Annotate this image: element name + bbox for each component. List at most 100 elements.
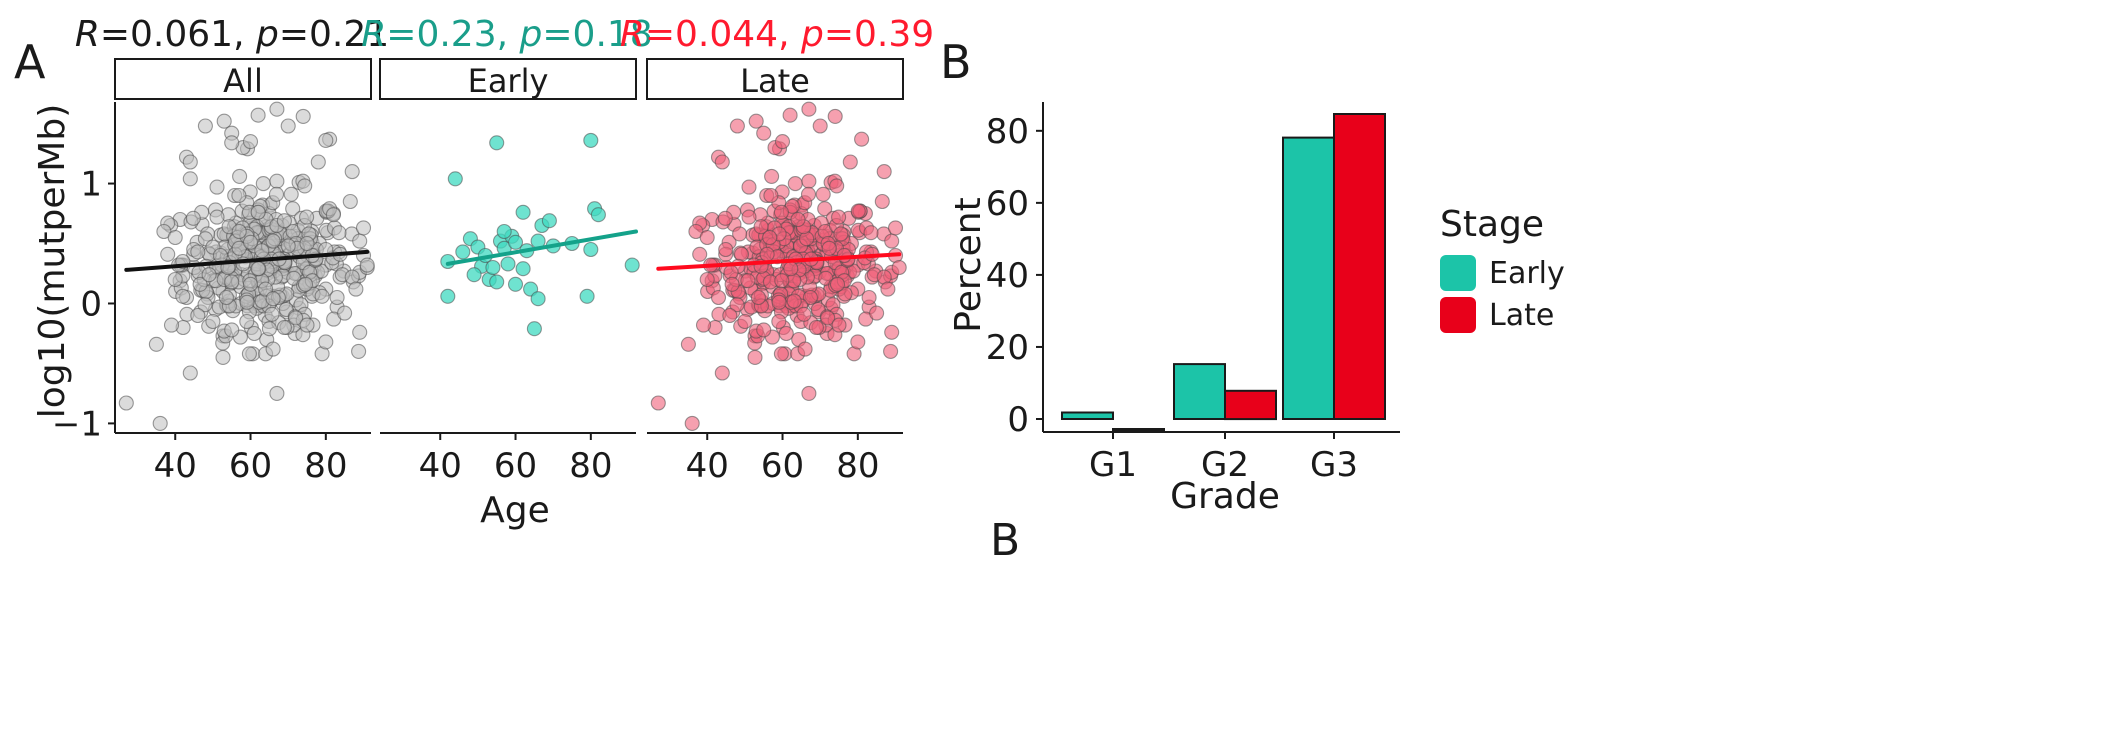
panel-b-x-tick-label: G3 xyxy=(1310,445,1358,485)
facet-title-all-p-value: =0.21 xyxy=(279,14,389,55)
early-point xyxy=(485,259,501,276)
all-point xyxy=(201,267,217,283)
all-point xyxy=(250,261,266,277)
all-point xyxy=(242,134,259,150)
early-point xyxy=(590,207,606,223)
late-point xyxy=(854,131,870,147)
late-point xyxy=(732,226,748,242)
all-point xyxy=(212,247,228,264)
late-point xyxy=(650,395,666,411)
late-point xyxy=(729,297,745,313)
early-point xyxy=(455,244,471,260)
all-point xyxy=(283,186,299,202)
all-point xyxy=(352,233,368,249)
facet-title-all: R=0.061, p=0.21 xyxy=(75,14,389,55)
late-point xyxy=(786,293,802,309)
bar-g3-early xyxy=(1282,136,1335,420)
late-point xyxy=(815,186,831,202)
all-point xyxy=(182,365,198,381)
late-point xyxy=(887,220,904,236)
late-point xyxy=(783,261,799,277)
facet-title-late: R=0.044, p=0.39 xyxy=(620,14,934,55)
facet-strip-all xyxy=(114,58,372,100)
late-point xyxy=(771,294,787,310)
panel-a-x-tick-label: 60 xyxy=(761,446,804,486)
early-point xyxy=(583,132,599,148)
all-point xyxy=(265,233,281,249)
all-point xyxy=(241,346,257,362)
late-point xyxy=(729,118,745,134)
late-point xyxy=(756,125,772,141)
late-point xyxy=(796,306,812,322)
all-point xyxy=(295,108,311,124)
late-point xyxy=(787,176,803,192)
all-point xyxy=(269,173,285,189)
panel-b-axes: 0 20 40 60 80 G1 G2 G3 xyxy=(986,102,1400,485)
all-point xyxy=(239,294,255,310)
all-point xyxy=(182,154,198,170)
all-point xyxy=(216,113,232,129)
late-point xyxy=(801,385,817,401)
late-point xyxy=(884,233,900,249)
late-point xyxy=(833,226,849,242)
early-point xyxy=(507,276,524,292)
late-point xyxy=(695,317,712,333)
all-point xyxy=(264,306,280,322)
all-point xyxy=(318,334,334,350)
facet-strip-early-label: Early xyxy=(468,62,549,100)
late-point xyxy=(774,273,790,289)
all-point xyxy=(352,324,368,340)
facet-late-plot xyxy=(650,101,907,431)
all-point xyxy=(242,276,259,292)
facet-title-all-p: p xyxy=(255,14,279,55)
all-point xyxy=(325,207,341,223)
legend-title: Stage xyxy=(1440,204,1544,245)
early-point xyxy=(447,171,463,187)
early-point xyxy=(624,257,640,273)
late-point xyxy=(790,211,806,228)
late-point xyxy=(812,118,828,134)
panel-a-x-tick-label: 80 xyxy=(569,446,612,486)
late-point xyxy=(831,317,847,333)
panel-b-y-tick-label: 20 xyxy=(986,328,1029,368)
early-point xyxy=(515,261,531,277)
panel-a-x-tick-label: 60 xyxy=(494,446,537,486)
all-point xyxy=(344,164,360,180)
all-point xyxy=(276,319,292,336)
early-point xyxy=(530,291,546,307)
all-point xyxy=(224,274,240,290)
late-point xyxy=(880,281,896,297)
panel-a-x-tick-label: 60 xyxy=(229,446,272,486)
all-point xyxy=(297,276,314,292)
all-point xyxy=(355,220,372,236)
late-point xyxy=(699,229,715,246)
all-point xyxy=(175,288,191,304)
panel-b-x-tick-label: G2 xyxy=(1201,445,1249,485)
all-point xyxy=(224,135,240,151)
facet-title-early-r: R xyxy=(361,14,386,55)
all-point xyxy=(297,178,313,194)
late-point xyxy=(778,325,794,342)
late-point xyxy=(756,322,772,338)
panel-a-x-tick-label: 80 xyxy=(836,446,879,486)
all-point xyxy=(331,225,347,241)
late-point xyxy=(874,193,890,210)
late-point xyxy=(692,246,708,262)
late-point xyxy=(714,365,730,381)
all-point xyxy=(329,289,345,306)
panel-b-y-tick-label: 80 xyxy=(986,112,1029,152)
late-point xyxy=(763,187,779,204)
late-point xyxy=(773,204,789,220)
late-point xyxy=(820,310,836,326)
early-point xyxy=(489,274,505,290)
all-point xyxy=(197,297,213,313)
panel-a-x-label: Age xyxy=(480,490,550,531)
all-point xyxy=(250,107,266,123)
all-point xyxy=(299,317,315,333)
regression-line-late xyxy=(656,252,902,271)
late-point xyxy=(771,313,787,330)
all-point xyxy=(351,343,367,359)
early-point xyxy=(440,288,456,304)
facet-title-early-p-value: =0.18 xyxy=(542,14,652,55)
